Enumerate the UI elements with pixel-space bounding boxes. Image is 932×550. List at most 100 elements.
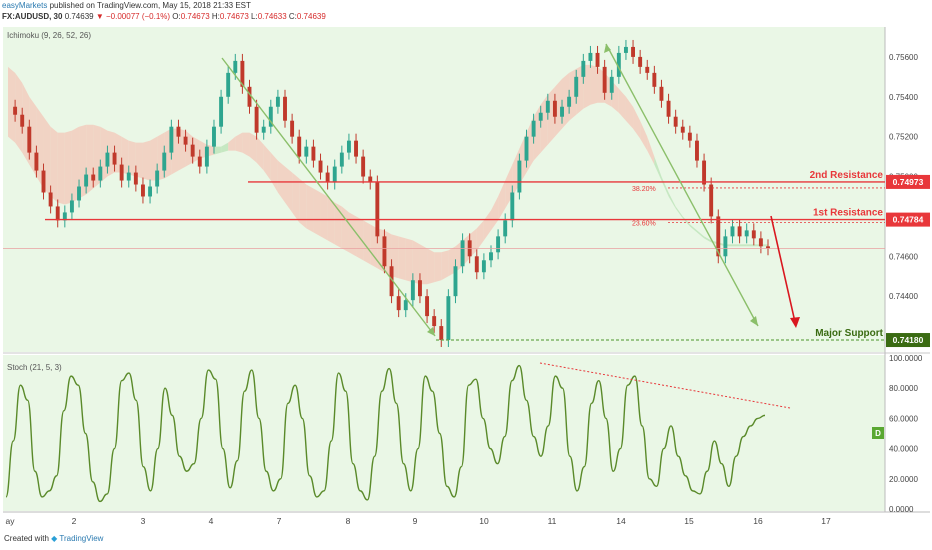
price-change: −0.00077 (−0.1%) — [106, 12, 171, 21]
kumo-segment — [235, 132, 243, 153]
candle-body — [62, 212, 67, 221]
kumo-segment — [441, 250, 449, 281]
candle-body — [34, 152, 39, 171]
last-price: 0.74639 — [64, 12, 94, 21]
candle-body — [737, 226, 742, 237]
candle-body — [574, 76, 579, 97]
kumo-segment — [135, 142, 143, 179]
fib-level-label: 38.20% — [632, 186, 656, 193]
publish-info: published on TradingView.com, May 15, 20… — [49, 1, 251, 10]
candle-body — [133, 172, 138, 185]
open-value: 0.74673 — [180, 12, 210, 21]
candle-body — [290, 120, 295, 137]
candle-body — [403, 300, 408, 311]
stoch-label[interactable]: Stoch (21, 5, 3) — [7, 363, 62, 372]
candle-body — [361, 156, 366, 177]
candle-body — [13, 106, 18, 115]
candle-body — [155, 170, 160, 187]
candle-body — [638, 56, 643, 67]
kumo-segment — [483, 210, 491, 241]
kumo-segment — [498, 180, 506, 221]
candle-body — [517, 160, 522, 193]
ichimoku-label[interactable]: Ichimoku (9, 26, 52, 26) — [7, 31, 91, 40]
forecast-arrowhead-icon — [790, 317, 800, 328]
candle-body — [240, 60, 245, 87]
kumo-segment — [689, 224, 697, 233]
candle-body — [27, 126, 32, 153]
kumo-segment — [434, 252, 442, 283]
kumo-segment — [15, 72, 23, 153]
brand-link[interactable]: easyMarkets — [2, 1, 48, 10]
kumo-segment — [128, 140, 136, 177]
kumo-segment — [142, 140, 151, 181]
candle-body — [311, 146, 316, 161]
kumo-segment — [299, 178, 307, 229]
candle-body — [190, 144, 195, 157]
kumo-segment — [363, 220, 371, 265]
high-label: H: — [211, 12, 220, 21]
candle-body — [226, 72, 231, 97]
candle-body — [730, 226, 735, 237]
kumo-segment — [412, 240, 420, 285]
candle-body — [375, 182, 380, 237]
created-with: Created with — [4, 534, 49, 543]
kumo-segment — [341, 206, 349, 253]
kumo-segment — [50, 126, 58, 203]
candle-body — [318, 160, 323, 173]
time-tick-label: 14 — [616, 516, 626, 526]
candle-body — [77, 186, 81, 201]
candle-body — [325, 172, 330, 183]
arrowhead-icon — [427, 327, 435, 336]
time-tick-label: 10 — [479, 516, 489, 526]
kumo-segment — [398, 236, 406, 281]
candle-body — [709, 184, 714, 217]
bear-trend-arrow-2 — [605, 43, 759, 327]
candle-body — [41, 170, 46, 193]
candle-body — [723, 236, 728, 257]
kumo-segment — [554, 78, 563, 137]
candle-body — [346, 140, 351, 153]
candle-body — [219, 96, 224, 127]
price-axis[interactable]: 0.756000.754000.752000.750000.746000.744… — [886, 53, 930, 348]
open-label: O: — [172, 12, 181, 21]
candle-body — [560, 106, 564, 117]
kumo-segment — [263, 144, 271, 181]
symbol-label: FX:AUDUSD, 30 — [2, 12, 63, 21]
candle-body — [666, 100, 671, 117]
time-tick-label: 16 — [753, 516, 763, 526]
stoch-pane-background — [3, 355, 885, 511]
candle-body — [595, 52, 600, 67]
candle-body — [126, 172, 131, 181]
candle-body — [609, 76, 614, 93]
stoch-tick-label: 0.0000 — [889, 505, 914, 514]
candle-body — [538, 112, 543, 121]
kumo-segment — [228, 136, 236, 151]
candle-body — [20, 114, 25, 127]
kumo-segment — [71, 126, 80, 203]
candle-body — [297, 136, 302, 157]
candle-body — [481, 260, 486, 273]
candle-body — [119, 164, 124, 181]
candle-body — [552, 100, 557, 117]
candle-body — [183, 136, 188, 145]
kumo-segment — [313, 188, 321, 237]
candle-body — [567, 96, 572, 107]
close-value: 0.74639 — [296, 12, 326, 21]
kumo-segment — [306, 184, 314, 233]
candle-body — [148, 186, 153, 197]
stoch-tick-label: 100.0000 — [889, 354, 923, 363]
price-tick-label: 0.74400 — [889, 292, 918, 301]
candle-body — [460, 240, 465, 267]
candle-body — [531, 120, 536, 137]
tradingview-link[interactable]: TradingView — [59, 534, 104, 543]
down-arrow-icon: ▼ — [95, 12, 104, 21]
low-label: L: — [251, 12, 258, 21]
kumo-segment — [320, 192, 328, 241]
time-axis[interactable]: ay 2 3 4 7 8 9 10 11 14 15 16 17 — [6, 516, 831, 526]
candle-body — [261, 126, 266, 133]
stoch-axis[interactable]: 100.0000 80.0000 60.0000 40.0000 20.0000 0.00… — [872, 354, 923, 514]
kumo-segment — [334, 202, 342, 249]
kumo-segment — [640, 120, 648, 151]
